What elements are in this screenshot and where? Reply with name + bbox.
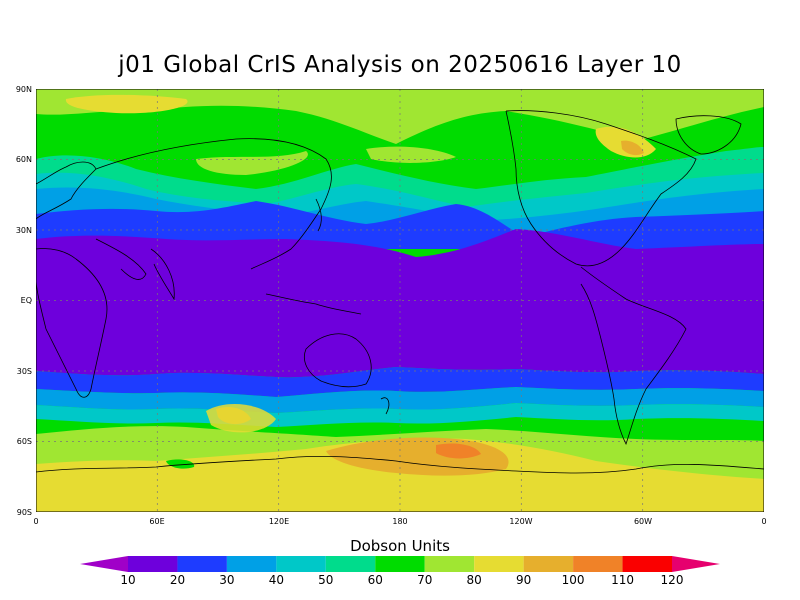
lat-tick-30n: 30N <box>15 226 32 235</box>
colorbar-label: 20 <box>169 573 186 587</box>
colorbar-segment <box>622 556 672 572</box>
ozone-map <box>36 89 764 512</box>
colorbar-segment <box>177 556 227 572</box>
colorbar-segment <box>128 556 178 572</box>
lon-tick-120e: 120E <box>268 517 290 526</box>
band-80-90-indian <box>206 404 276 433</box>
lat-tick-60n: 60N <box>15 155 32 164</box>
band-10-20-tropics <box>36 229 764 378</box>
colorbar-label: 70 <box>417 573 433 587</box>
band-70-80-npacific <box>366 146 456 163</box>
colorbar-label: 10 <box>120 573 136 587</box>
colorbar-label: 80 <box>466 573 482 587</box>
colorbar-segment <box>424 556 475 572</box>
colorbar-arrow-right <box>672 556 720 572</box>
band-60-70-antarctic-patch <box>166 459 195 469</box>
colorbar-label: 110 <box>611 573 634 587</box>
lon-tick-0-right: 0 <box>761 517 767 526</box>
colorbar-label: 120 <box>660 573 684 587</box>
colorbar-segment <box>226 556 277 572</box>
colorbar-segment <box>375 556 425 572</box>
coastlines <box>36 110 764 474</box>
band-80-90-south <box>36 438 764 512</box>
lon-tick-180: 180 <box>392 517 408 526</box>
colorbar-arrow-left <box>80 556 128 572</box>
band-90-100-greenland <box>621 140 644 156</box>
colorbar-label: 100 <box>561 573 585 587</box>
colorbar-label: 40 <box>268 573 284 587</box>
colorbar-label: 60 <box>367 573 383 587</box>
chart-title: j01 Global CrIS Analysis on 20250616 Lay… <box>118 52 682 78</box>
colorbar-label: 30 <box>219 573 235 587</box>
colorbar-label: 50 <box>318 573 334 587</box>
lon-tick-120w: 120W <box>509 517 533 526</box>
band-70-80-north <box>36 89 764 144</box>
lon-tick-0-left: 0 <box>33 517 39 526</box>
lat-tick-30s: 30S <box>16 367 32 376</box>
colorbar-segment <box>276 556 326 572</box>
colorbar-segment <box>523 556 574 572</box>
colorbar-title: Dobson Units <box>350 537 450 555</box>
lat-tick-90s: 90S <box>16 508 32 517</box>
colorbar-segments <box>80 556 720 572</box>
colorbar-segment <box>474 556 524 572</box>
colorbar-segment <box>325 556 376 572</box>
colorbar <box>80 556 720 572</box>
colorbar-label: 90 <box>515 573 532 587</box>
colorbar-segment <box>573 556 623 572</box>
lat-tick-90n: 90N <box>15 85 32 94</box>
lat-tick-eq: EQ <box>20 296 32 305</box>
map-canvas <box>36 89 764 512</box>
band-20-30-north <box>36 201 764 249</box>
band-70-80-asia <box>196 151 308 175</box>
band-100-110-south <box>436 443 481 459</box>
lon-tick-60e: 60E <box>149 517 165 526</box>
lon-tick-60w: 60W <box>633 517 653 526</box>
band-20-30-south <box>36 367 764 397</box>
lat-tick-60s: 60S <box>16 437 32 446</box>
grid-lines <box>36 89 764 512</box>
